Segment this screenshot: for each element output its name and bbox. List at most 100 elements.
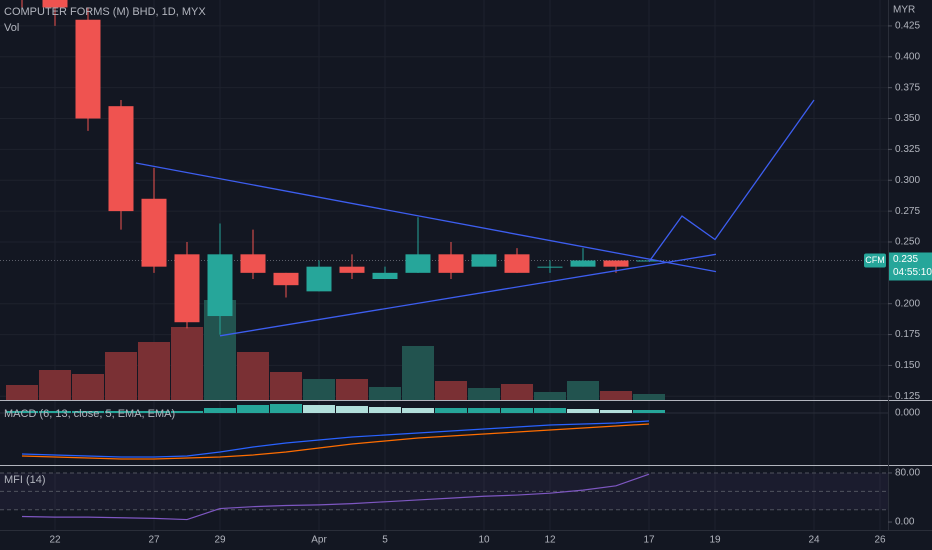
volume-bar: [105, 352, 137, 400]
x-tick-label: 26: [874, 535, 886, 546]
y-tick-label: 0.400: [895, 51, 920, 62]
y-tick-label: 0.250: [895, 237, 920, 248]
x-tick-label: 5: [382, 535, 388, 546]
x-tick-label: 10: [478, 535, 490, 546]
volume-bar: [336, 379, 368, 400]
candle-body: [108, 106, 134, 212]
macd-histogram-bar: [303, 405, 335, 413]
volume-bar: [303, 379, 335, 400]
mfi-pane: [0, 472, 888, 521]
macd-histogram-bar: [567, 409, 599, 413]
trend-line: [219, 253, 717, 337]
candle-body: [471, 254, 497, 267]
volume-bar: [600, 391, 632, 400]
countdown-label: 04:55:10: [893, 267, 932, 278]
volume-bar: [369, 387, 401, 400]
candle-body: [372, 272, 398, 280]
volume-bar: [270, 372, 302, 400]
volume-bar: [138, 342, 170, 400]
y-tick-label: 0.425: [895, 21, 920, 32]
macd-histogram-bar: [171, 411, 203, 413]
last-price-badge: [889, 252, 932, 281]
macd-histogram-bar: [336, 406, 368, 413]
candle-body: [570, 260, 596, 267]
x-tick-label: 24: [808, 535, 820, 546]
currency-label: MYR: [893, 5, 915, 16]
mfi-line: [21, 473, 650, 521]
trend-line: [648, 99, 815, 263]
grid: [0, 0, 888, 530]
symbol-label: CFM: [865, 255, 885, 265]
candle-body: [42, 0, 68, 8]
macd-histogram-bar: [501, 408, 533, 413]
candle-body: [174, 254, 200, 323]
axes: 22 27 29 Apr 5 10 12 17 19 24 26 0.425 0.400 0.375 0.3…: [49, 21, 932, 546]
x-tick-label: 29: [214, 535, 226, 546]
volume-bar: [435, 381, 467, 400]
x-tick-label: 12: [544, 535, 556, 546]
candle-body: [339, 266, 365, 273]
y-tick-label: 0.300: [895, 175, 920, 186]
chart-title: COMPUTER FORMS (M) BHD, 1D, MYX: [4, 6, 206, 18]
macd-histogram-bar: [72, 411, 104, 413]
x-tick-label: Apr: [311, 535, 327, 546]
candle-body: [405, 254, 431, 273]
volume-bar: [171, 327, 203, 400]
macd-histogram-bar: [369, 407, 401, 413]
y-tick-label: 0.00: [895, 517, 915, 528]
macd-histogram-bar: [468, 408, 500, 413]
x-tick-label: 17: [643, 535, 655, 546]
volume-bar: [633, 394, 665, 400]
candle-body: [141, 198, 167, 267]
x-tick-label: 27: [148, 535, 160, 546]
candle-body: [603, 260, 629, 267]
volume-bar: [402, 346, 434, 400]
volume-bar: [72, 374, 104, 400]
volume-bar: [501, 384, 533, 400]
candle-body: [240, 254, 266, 273]
price-pane: [0, 0, 888, 400]
macd-histogram-bar: [6, 411, 38, 413]
volume-bar: [39, 370, 71, 400]
macd-label: MACD (6, 13, close, 5, EMA, EMA): [4, 408, 175, 420]
y-tick-label: 0.200: [895, 298, 920, 309]
macd-histogram-bar: [105, 411, 137, 413]
y-tick-label: 80.00: [895, 468, 920, 479]
macd-histogram-bar: [270, 404, 302, 413]
y-tick-label: 0.150: [895, 360, 920, 371]
y-tick-label: 0.350: [895, 113, 920, 124]
volume-bar: [237, 352, 269, 400]
y-tick-label: 0.325: [895, 144, 920, 155]
y-tick-label: 0.125: [895, 391, 920, 402]
mfi-label: MFI (14): [4, 474, 46, 486]
macd-histogram-bar: [633, 410, 665, 413]
candle-body: [504, 254, 530, 273]
macd-histogram-bar: [138, 411, 170, 413]
macd-pane: [0, 404, 888, 460]
candle-body: [306, 266, 332, 292]
volume-label: Vol: [4, 22, 19, 34]
candle-body: [438, 254, 464, 273]
last-price-label: 0.235: [893, 254, 918, 265]
candle-body: [537, 266, 563, 268]
macd-histogram-bar: [534, 408, 566, 413]
macd-histogram-bar: [600, 410, 632, 413]
candle-body: [273, 272, 299, 286]
symbol-badge: [864, 253, 886, 268]
macd-histogram-bar: [402, 408, 434, 413]
candle-body: [207, 254, 233, 317]
macd-histogram-bar: [39, 411, 71, 413]
volume-bar: [468, 388, 500, 400]
y-tick-label: 0.375: [895, 82, 920, 93]
x-tick-label: 22: [49, 535, 61, 546]
trend-line: [135, 162, 717, 273]
y-tick-label: 0.175: [895, 329, 920, 340]
macd-histogram-bar: [435, 408, 467, 413]
macd-histogram-bar: [204, 408, 236, 413]
y-tick-label: 0.275: [895, 206, 920, 217]
y-tick-label: 0.000: [895, 408, 920, 419]
macd-line: [21, 423, 650, 460]
macd-histogram-bar: [237, 405, 269, 413]
